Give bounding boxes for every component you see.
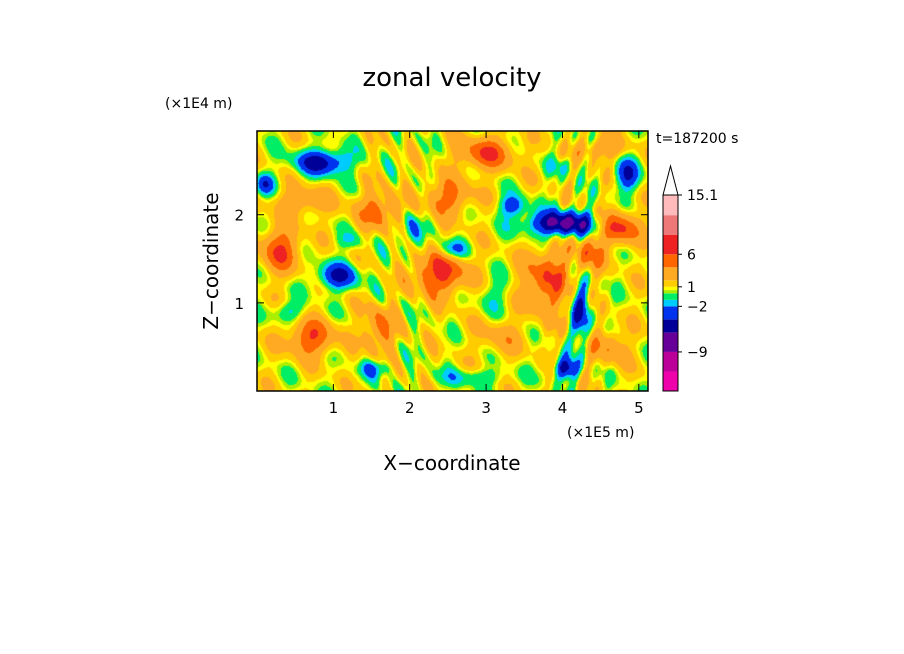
x-tick-label: 1: [329, 399, 339, 417]
colorbar-level: [663, 299, 678, 307]
y-axis-unit: (×1E4 m): [165, 96, 232, 112]
colorbar-level: [663, 267, 678, 281]
y-tick-label: 1: [234, 295, 244, 313]
chart-title: zonal velocity: [362, 63, 541, 93]
colorbar-label: −2: [687, 299, 708, 315]
x-axis-label: X−coordinate: [383, 451, 520, 475]
colorbar-level: [663, 195, 678, 216]
y-axis-label: Z−coordinate: [199, 192, 223, 329]
colorbar-label: −9: [687, 345, 708, 361]
colorbar: 15.1 6 1 −2 −9: [662, 164, 718, 392]
colorbar-level: [663, 306, 678, 320]
colorbar-level: [663, 215, 678, 235]
x-tick-label: 2: [405, 399, 415, 417]
colorbar-level: [663, 286, 678, 291]
colorbar-level: [663, 351, 678, 372]
x-axis-unit: (×1E5 m): [567, 425, 634, 441]
x-axis-ticks: 1 2 3 4 5: [329, 131, 644, 417]
contour-plot: [256, 130, 649, 392]
colorbar-level: [663, 332, 678, 352]
x-tick-label: 4: [558, 399, 568, 417]
colorbar-level: [663, 280, 678, 287]
y-tick-label: 2: [234, 207, 244, 225]
colorbar-level: [663, 319, 678, 333]
colorbar-level: [663, 290, 678, 294]
colorbar-extend-arrow: [662, 164, 679, 196]
colorbar-level: [663, 371, 678, 391]
y-axis-ticks: 12: [234, 207, 648, 313]
x-tick-label: 5: [634, 399, 644, 417]
colorbar-label: 15.1: [687, 188, 718, 204]
colorbar-label: 6: [687, 247, 696, 263]
colorbar-level: [663, 293, 678, 300]
colorbar-level: [663, 234, 678, 255]
x-tick-label: 3: [481, 399, 491, 417]
contour-field: [257, 131, 648, 391]
time-label: t=187200 s: [656, 131, 738, 147]
plot-frame: [256, 130, 649, 392]
colorbar-level: [663, 254, 678, 268]
colorbar-label: 1: [687, 280, 696, 296]
